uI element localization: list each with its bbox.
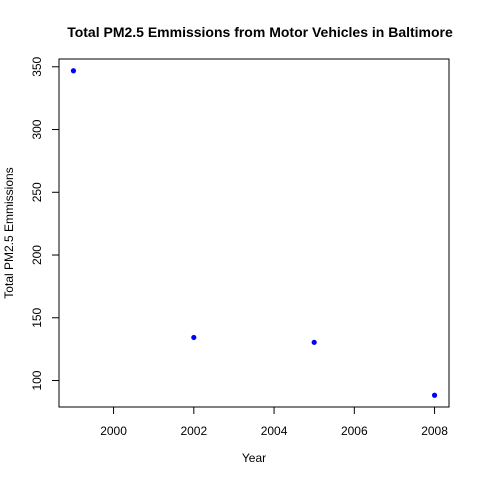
y-axis: 100 150 200 250 300 350 (30, 56, 60, 391)
data-point (191, 334, 197, 341)
y-tick-label: 350 (30, 56, 44, 76)
x-tick-label: 2002 (180, 424, 207, 438)
plot-frame (58, 58, 450, 408)
y-tick-label: 250 (30, 182, 44, 202)
y-tick-label: 200 (30, 245, 44, 265)
data-point (431, 392, 438, 398)
x-tick-label: 2008 (421, 424, 448, 438)
x-tick-label: 2004 (261, 424, 288, 438)
x-tick-label: 2006 (341, 424, 368, 438)
y-tick-label: 100 (30, 370, 44, 390)
x-axis-label: Year (242, 451, 266, 465)
chart-title: Total PM2.5 Emmissions from Motor Vehicl… (67, 24, 453, 40)
data-points (70, 68, 438, 398)
y-tick-label: 300 (30, 119, 44, 139)
data-point (311, 339, 317, 345)
x-tick-label: 2000 (100, 424, 127, 438)
y-axis-label: Total PM2.5 Emmissions (2, 167, 16, 298)
data-point (70, 68, 77, 74)
y-tick-label: 150 (30, 307, 44, 327)
x-axis: 2000 2002 2004 2006 2008 (100, 406, 448, 438)
